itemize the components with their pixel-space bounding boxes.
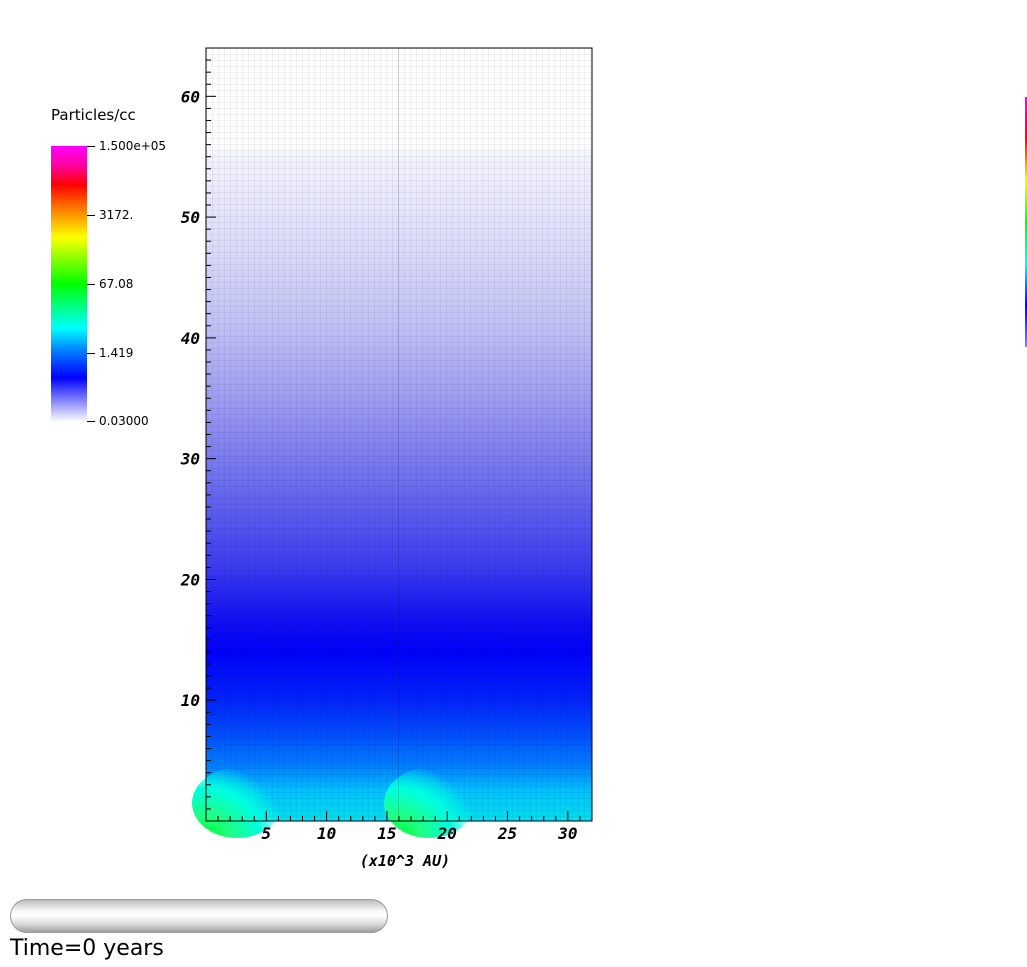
x-tick-label: 20 <box>437 824 457 843</box>
y-tick-label: 50 <box>181 208 200 227</box>
panel-seam <box>398 48 399 821</box>
y-axis: 10 20 30 40 50 60 <box>180 59 216 810</box>
x-axis: 5 10 15 20 25 30 <box>217 811 581 843</box>
colorbar-label-min: 0.03000 <box>99 414 149 428</box>
y-tick-label: 30 <box>180 450 200 469</box>
colorbar-title: Particles/cc <box>51 106 136 124</box>
time-label: Time=0 years <box>10 936 164 961</box>
x-axis-title: (x10^3 AU) <box>360 852 450 870</box>
x-tick-label: 25 <box>497 824 517 843</box>
time-slider-bar[interactable] <box>10 899 388 933</box>
mesh-grid <box>206 48 592 821</box>
colorbar-tick <box>87 215 95 216</box>
colorbar <box>51 146 87 422</box>
colorbar-label-3: 67.08 <box>99 277 134 291</box>
x-tick-label: 15 <box>377 824 396 843</box>
density-peak-left <box>192 768 282 838</box>
colorbar-label-max: 1.500e+05 <box>99 139 167 153</box>
colorbar-tick <box>87 146 95 147</box>
colorbar-tick <box>87 353 95 354</box>
colorbar-tick <box>87 284 95 285</box>
colorbar-label-2: 3172. <box>99 208 134 222</box>
plot-frame <box>205 47 593 822</box>
y-tick-label: 20 <box>180 570 200 589</box>
y-tick-label: 40 <box>181 329 200 348</box>
y-tick-label: 60 <box>181 87 200 106</box>
y-tick-label: 10 <box>181 691 200 710</box>
x-tick-label: 30 <box>557 824 577 843</box>
x-tick-label: 5 <box>261 824 271 843</box>
clipped-colorbar-strip <box>1025 97 1027 347</box>
density-heatmap <box>206 48 592 821</box>
density-peak-right <box>384 768 474 838</box>
colorbar-tick <box>87 421 95 422</box>
x-tick-label: 10 <box>317 824 336 843</box>
colorbar-label-4: 1.419 <box>99 346 134 360</box>
